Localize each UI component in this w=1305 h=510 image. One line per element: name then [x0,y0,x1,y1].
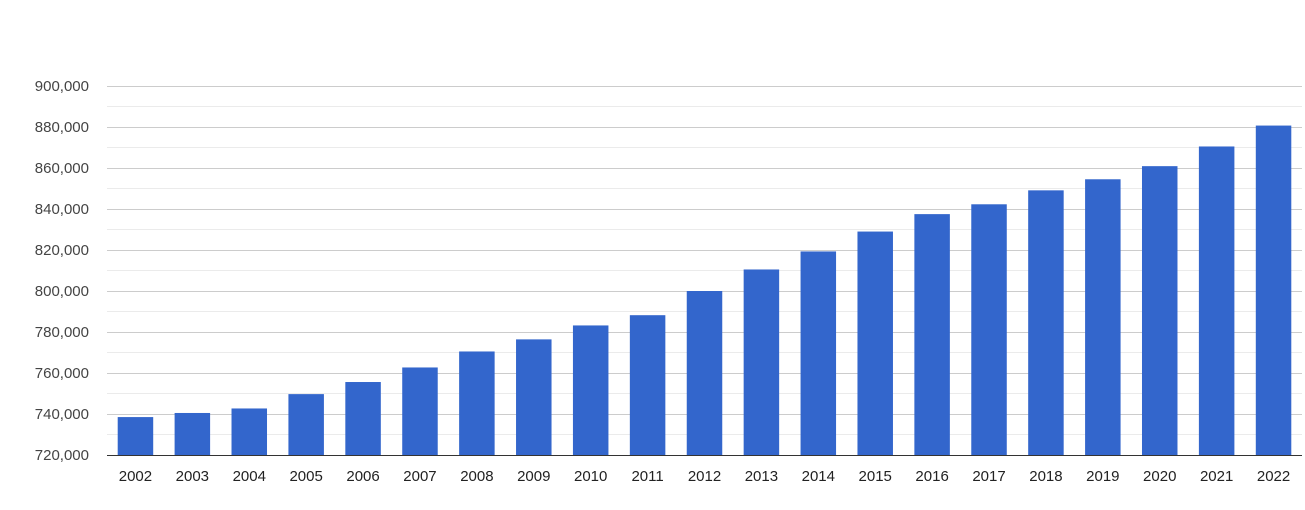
y-tick-label: 720,000 [35,447,89,464]
x-tick-label: 2021 [1200,468,1233,485]
x-tick-label: 2010 [574,468,607,485]
x-tick-label: 2003 [176,468,209,485]
bar-2007[interactable] [402,367,438,455]
bar-2003[interactable] [174,412,211,455]
x-tick-label: 2002 [119,468,152,485]
bar-2005[interactable] [288,394,324,455]
y-tick-label: 740,000 [35,406,89,423]
x-tick-label: 2017 [972,468,1005,485]
x-tick-label: 2014 [802,468,835,485]
y-tick-label: 860,000 [35,160,89,177]
bar-2018[interactable] [1028,190,1064,455]
bar-2010[interactable] [572,325,609,455]
x-tick-label: 2015 [859,468,892,485]
x-tick-label: 2013 [745,468,778,485]
bar-2004[interactable] [231,408,268,455]
y-tick-label: 760,000 [35,365,89,382]
x-tick-label: 2012 [688,468,721,485]
bar-2021[interactable] [1198,146,1235,455]
x-tick-label: 2008 [460,468,493,485]
bar-2016[interactable] [914,214,950,455]
y-tick-label: 800,000 [35,283,89,300]
bar-2017[interactable] [971,204,1007,455]
x-tick-label: 2018 [1029,468,1062,485]
y-tick-label: 880,000 [35,119,89,136]
y-tick-label: 820,000 [35,242,89,259]
y-tick-label: 840,000 [35,201,89,218]
x-tick-label: 2009 [517,468,550,485]
x-tick-label: 2007 [403,468,436,485]
bar-2009[interactable] [516,339,552,455]
x-tick-label: 2005 [289,468,322,485]
x-tick-label: 2016 [915,468,948,485]
bar-2015[interactable] [857,231,893,455]
bar-2022[interactable] [1255,125,1292,455]
x-tick-label: 2006 [346,468,379,485]
bar-2011[interactable] [629,315,666,455]
bar-2014[interactable] [800,251,837,455]
bars [117,125,1292,455]
y-tick-label: 900,000 [35,78,89,95]
x-tick-label: 2004 [233,468,266,485]
x-axis: 2002 2003 2004 2005 2006 2007 2008 2009 2010 2011… [119,468,1290,485]
x-tick-label: 2019 [1086,468,1119,485]
bar-2006[interactable] [345,382,381,455]
bar-2013[interactable] [743,269,780,455]
bar-2020[interactable] [1141,166,1178,455]
x-tick-label: 2011 [631,468,663,485]
x-tick-label: 2022 [1257,468,1290,485]
y-axis: 720,000 740,000 760,000 780,000 800,000 820,0… [35,78,89,464]
bar-2002[interactable] [117,417,154,455]
bar-2012[interactable] [686,291,723,455]
bar-2019[interactable] [1085,179,1121,455]
x-tick-label: 2020 [1143,468,1176,485]
bar-2008[interactable] [459,351,495,455]
y-tick-label: 780,000 [35,324,89,341]
